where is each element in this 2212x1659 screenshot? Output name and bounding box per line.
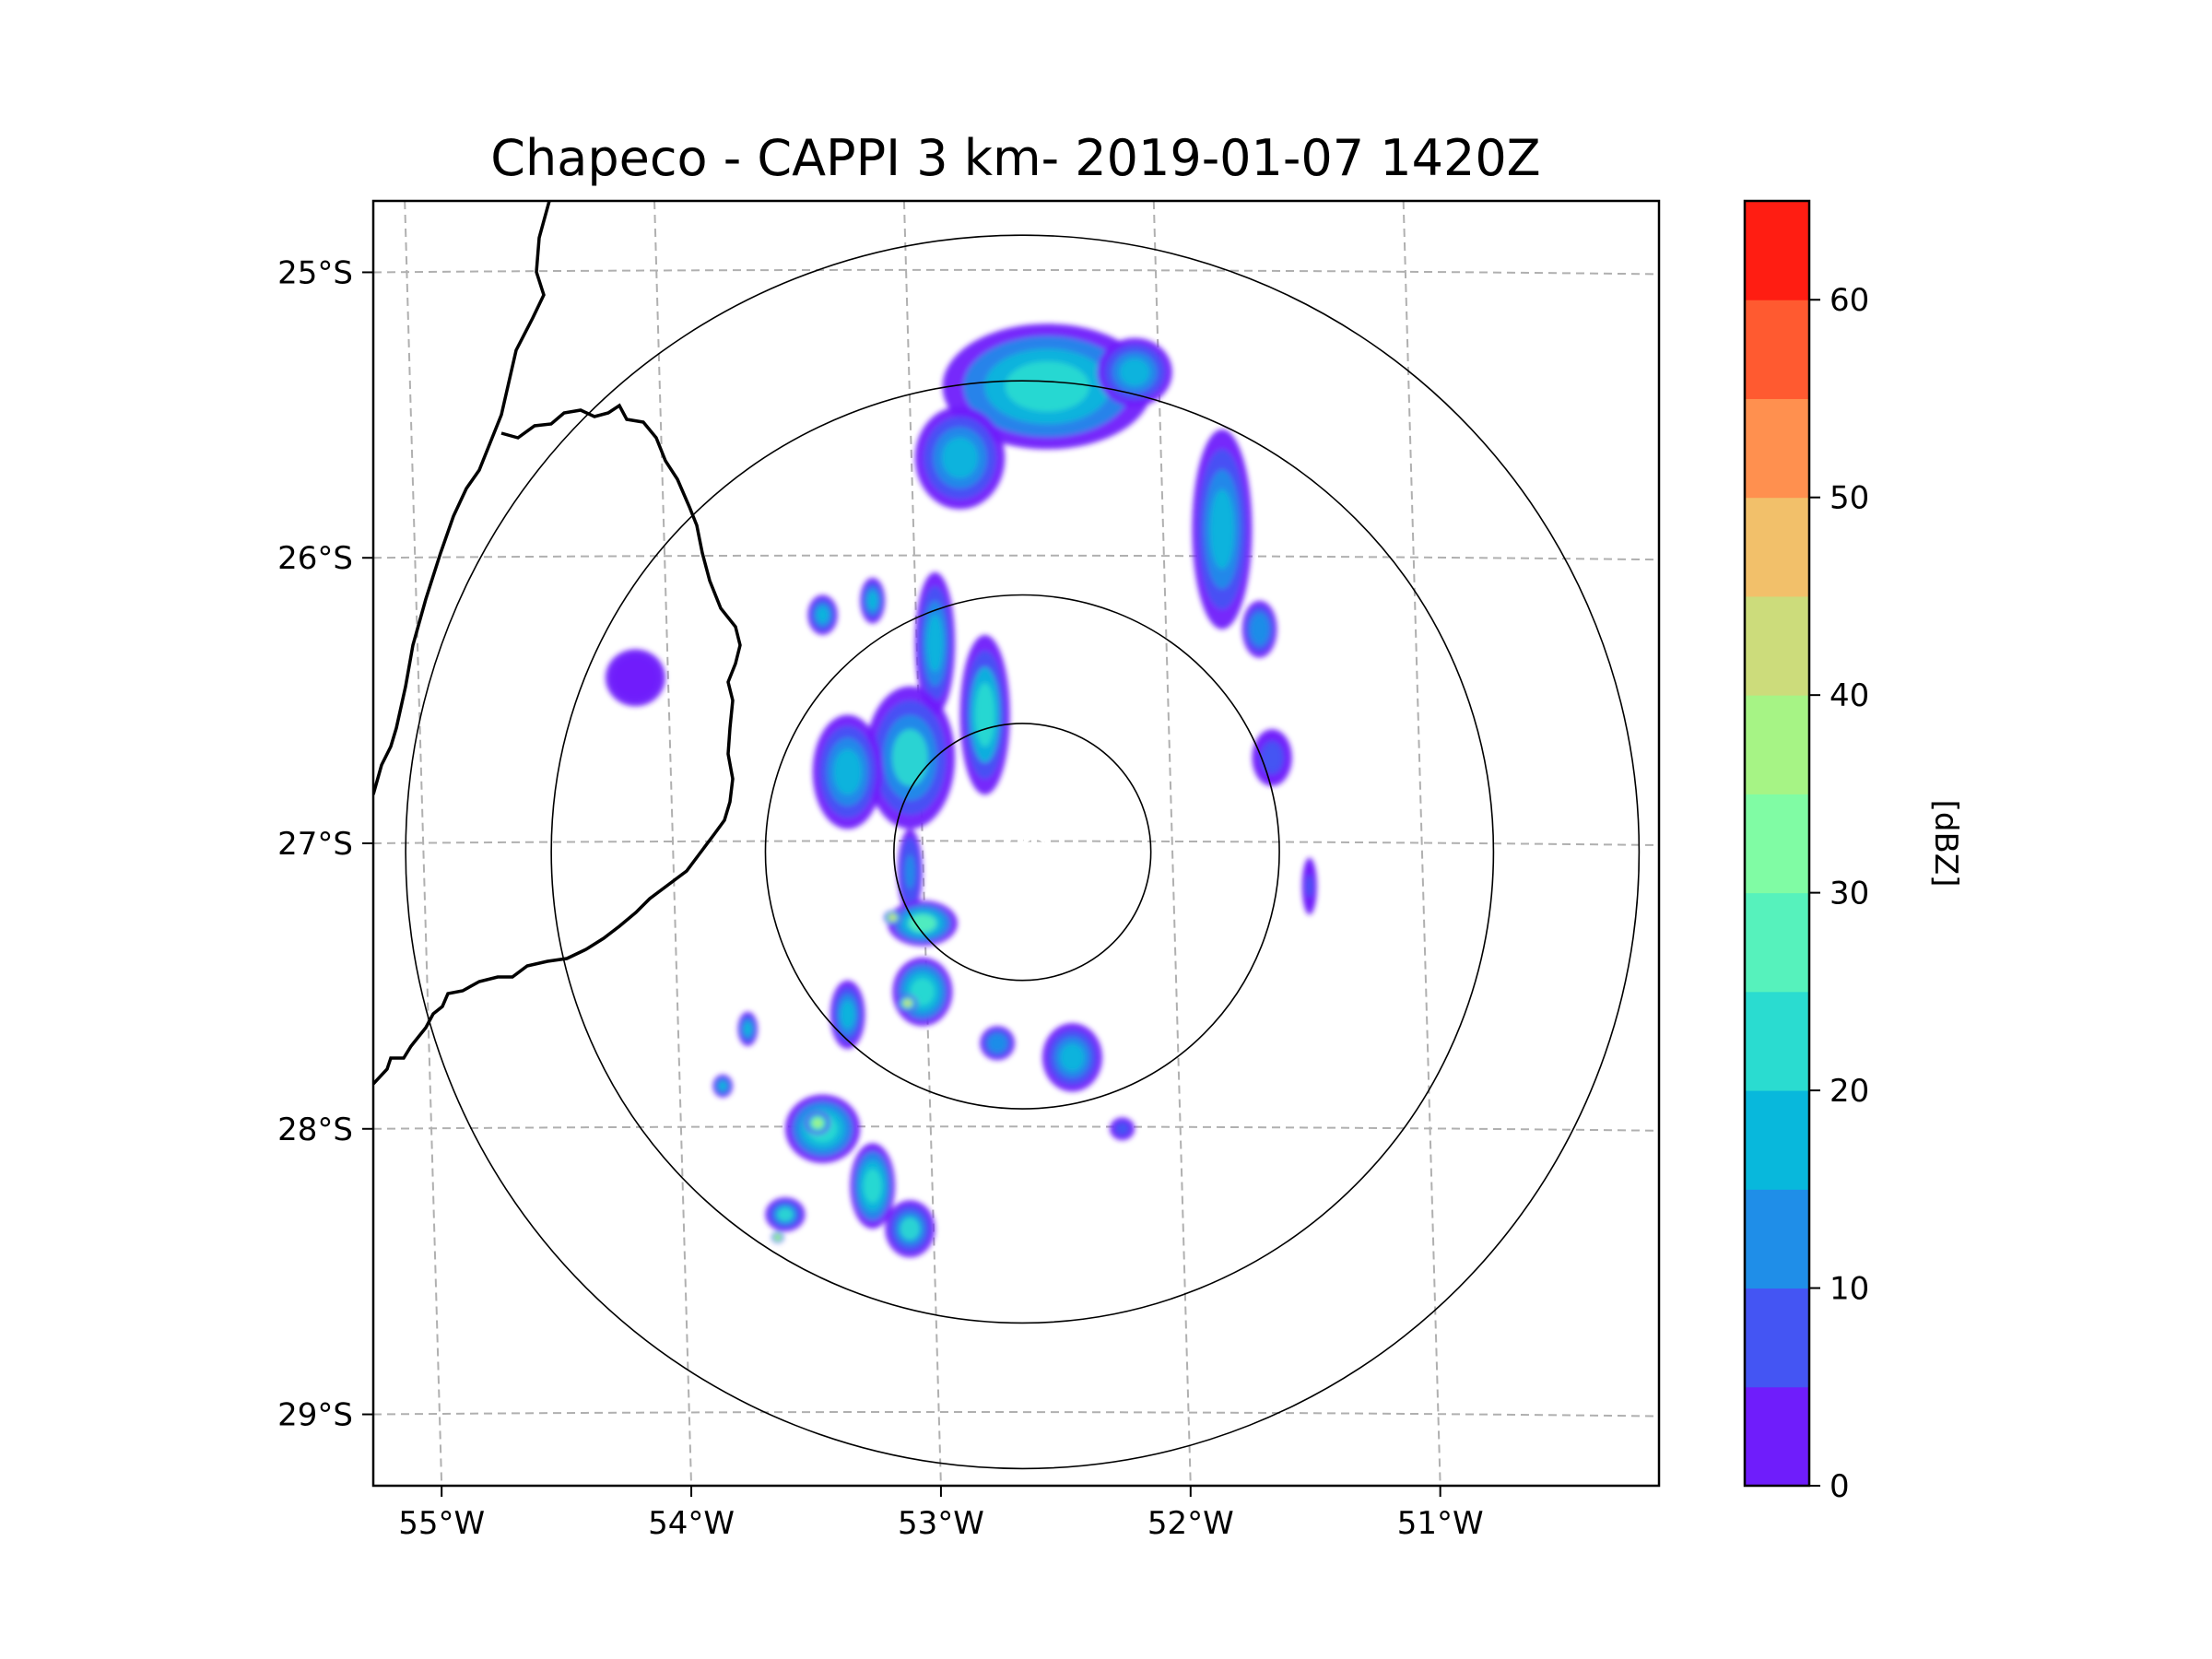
clutter-arc <box>1042 852 1080 897</box>
y-tick-label: 28°S <box>277 1112 353 1148</box>
grid-meridian <box>1402 201 1441 1486</box>
colorbar-ticks: 0 10 20 30 40 50 60 <box>1809 282 1869 1505</box>
clutter-arc <box>1040 852 1065 883</box>
grid-parallel <box>373 268 1659 276</box>
echo-cell <box>1119 358 1150 386</box>
clutter-arc <box>1037 852 1052 868</box>
colorbar-tick-label: 30 <box>1830 876 1869 912</box>
echo-cell <box>974 682 995 747</box>
echo-cell <box>812 1118 823 1128</box>
echo-cell <box>1264 746 1280 770</box>
grid-parallel <box>373 1125 1659 1132</box>
x-tick-label: 52°W <box>1147 1505 1234 1542</box>
colorbar: 0 10 20 30 40 50 60 [dBZ] <box>1743 199 1964 1505</box>
echo-cell <box>904 854 915 889</box>
echo-cell <box>841 1000 855 1029</box>
y-tick-label: 27°S <box>277 826 353 863</box>
colorbar-tick-label: 0 <box>1830 1468 1850 1505</box>
x-tick-label: 51°W <box>1397 1505 1484 1542</box>
colorbar-band <box>1745 1386 1809 1487</box>
colorbar-tick-label: 20 <box>1830 1073 1869 1110</box>
echo-cell <box>833 748 862 795</box>
colorbar-bands <box>1745 201 1809 1487</box>
echo-cell <box>942 437 979 479</box>
clutter-arc <box>1045 852 1094 912</box>
grid-meridian <box>404 201 443 1486</box>
range-ring <box>405 234 1641 1470</box>
border-line-west <box>373 201 551 795</box>
colorbar-tick-label: 10 <box>1830 1271 1869 1308</box>
colorbar-band <box>1745 497 1809 597</box>
echo-cell <box>908 913 937 933</box>
colorbar-band <box>1745 398 1809 499</box>
colorbar-band <box>1745 695 1809 794</box>
colorbar-band <box>1745 595 1809 696</box>
clutter-arc <box>1018 836 1047 853</box>
y-axis-ticks: 25°S 26°S 27°S 28°S 29°S <box>277 254 373 1434</box>
echo-cell <box>1005 361 1089 412</box>
x-axis-ticks: 55°W 54°W 53°W 52°W 51°W <box>398 1486 1484 1542</box>
colorbar-band <box>1745 1288 1809 1388</box>
colorbar-band <box>1745 1090 1809 1190</box>
clutter-arc <box>975 794 1077 853</box>
x-tick-label: 54°W <box>648 1505 735 1542</box>
echo-cell <box>773 1233 782 1241</box>
colorbar-tick-label: 40 <box>1830 677 1869 714</box>
colorbar-band <box>1745 300 1809 399</box>
echo-cell <box>817 606 830 623</box>
ground-clutter-arcs <box>975 794 1094 912</box>
colorbar-band <box>1745 991 1809 1091</box>
echo-cell <box>863 1169 882 1204</box>
echo-cell <box>1253 618 1267 641</box>
grid-meridian <box>653 201 693 1486</box>
map-area <box>373 201 1659 1486</box>
echo-cell <box>910 978 935 1006</box>
echo-cell <box>718 1081 727 1091</box>
y-tick-label: 25°S <box>277 254 353 291</box>
echo-cell <box>867 591 878 610</box>
grid-meridian <box>1152 201 1192 1486</box>
colorbar-tick-label: 50 <box>1830 480 1869 517</box>
echo-cell <box>891 729 928 787</box>
echo-cell <box>777 1207 794 1222</box>
echo-cell <box>743 1021 752 1036</box>
chart-title: Chapeco - CAPPI 3 km- 2019-01-07 1420Z <box>490 129 1540 187</box>
x-tick-label: 53°W <box>898 1505 984 1542</box>
y-tick-label: 26°S <box>277 540 353 577</box>
clutter-arc <box>1004 821 1056 853</box>
clutter-arc <box>990 807 1066 853</box>
colorbar-label: [dBZ] <box>1927 800 1964 888</box>
echo-cell <box>903 999 912 1007</box>
reflectivity-echoes <box>605 324 1317 1258</box>
colorbar-band <box>1745 892 1809 993</box>
range-rings <box>405 234 1641 1470</box>
echo-cell <box>926 615 944 673</box>
lat-lon-grid <box>373 201 1659 1486</box>
colorbar-band <box>1745 1189 1809 1289</box>
echo-cell <box>1209 488 1234 570</box>
grid-parallel <box>373 554 1659 561</box>
range-ring <box>764 594 1280 1110</box>
echo-cell <box>1305 875 1313 898</box>
echo-cell <box>1060 1043 1085 1072</box>
border-line-interior <box>373 403 742 1086</box>
echo-cell <box>1117 1124 1128 1134</box>
y-tick-label: 29°S <box>277 1397 353 1434</box>
echo-cell <box>900 1217 921 1241</box>
range-ring <box>550 380 1495 1324</box>
echo-cell <box>623 665 648 689</box>
echo-cell <box>990 1036 1005 1051</box>
echo-cell <box>888 913 897 922</box>
x-tick-label: 55°W <box>398 1505 485 1542</box>
grid-parallel <box>373 840 1659 846</box>
colorbar-tick-label: 60 <box>1830 282 1869 319</box>
colorbar-frame <box>1743 199 1811 1488</box>
colorbar-band <box>1745 794 1809 894</box>
range-ring <box>893 723 1152 982</box>
state-borders <box>373 201 742 1086</box>
grid-meridian <box>902 201 942 1486</box>
grid-parallel <box>373 1410 1659 1418</box>
colorbar-band <box>1745 201 1809 300</box>
